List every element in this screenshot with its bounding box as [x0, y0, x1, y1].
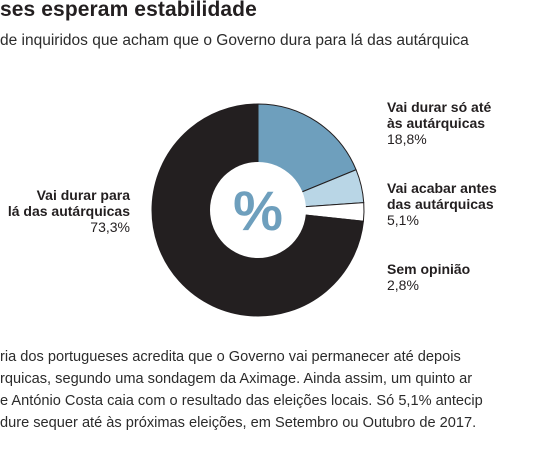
slice-name-line: Vai durar para: [36, 187, 130, 203]
article-line: ria dos portugueses acredita que o Gover…: [0, 349, 461, 365]
slice-name-line: Vai durar só até: [387, 99, 492, 115]
slice-value: 5,1%: [387, 212, 419, 228]
chart-title: ses esperam estabilidade: [0, 0, 257, 21]
slice-value: 18,8%: [387, 131, 427, 147]
article-text: ria dos portugueses acredita que o Gover…: [0, 346, 534, 434]
slice-label-durar-para-la: Vai durar para lá das autárquicas 73,3%: [8, 187, 130, 235]
article-line: rquicas, segundo uma sondagem da Aximage…: [0, 371, 473, 387]
article-line: e António Costa caia com o resultado das…: [0, 393, 483, 409]
slice-name-line: Vai acabar antes: [387, 180, 497, 196]
donut-chart: %: [151, 103, 365, 317]
article-line: dure sequer até às próximas eleições, em…: [0, 415, 477, 431]
slice-label-acabar-antes: Vai acabar antes das autárquicas 5,1%: [387, 180, 497, 228]
slice-value: 73,3%: [90, 219, 130, 235]
slice-name-line: Sem opinião: [387, 261, 471, 277]
slice-label-durar-ate-autarquicas: Vai durar só até às autárquicas 18,8%: [387, 99, 491, 147]
center-percent-label: %: [233, 179, 283, 242]
slice-label-sem-opiniao: Sem opinião 2,8%: [387, 261, 470, 293]
slice-name-line: lá das autárquicas: [7, 203, 130, 219]
slice-name-line: às autárquicas: [387, 115, 486, 131]
donut-hole: [210, 162, 306, 258]
slice-name-line: das autárquicas: [387, 196, 494, 212]
slice-value: 2,8%: [387, 277, 419, 293]
chart-subtitle: de inquiridos que acham que o Governo du…: [0, 32, 469, 49]
